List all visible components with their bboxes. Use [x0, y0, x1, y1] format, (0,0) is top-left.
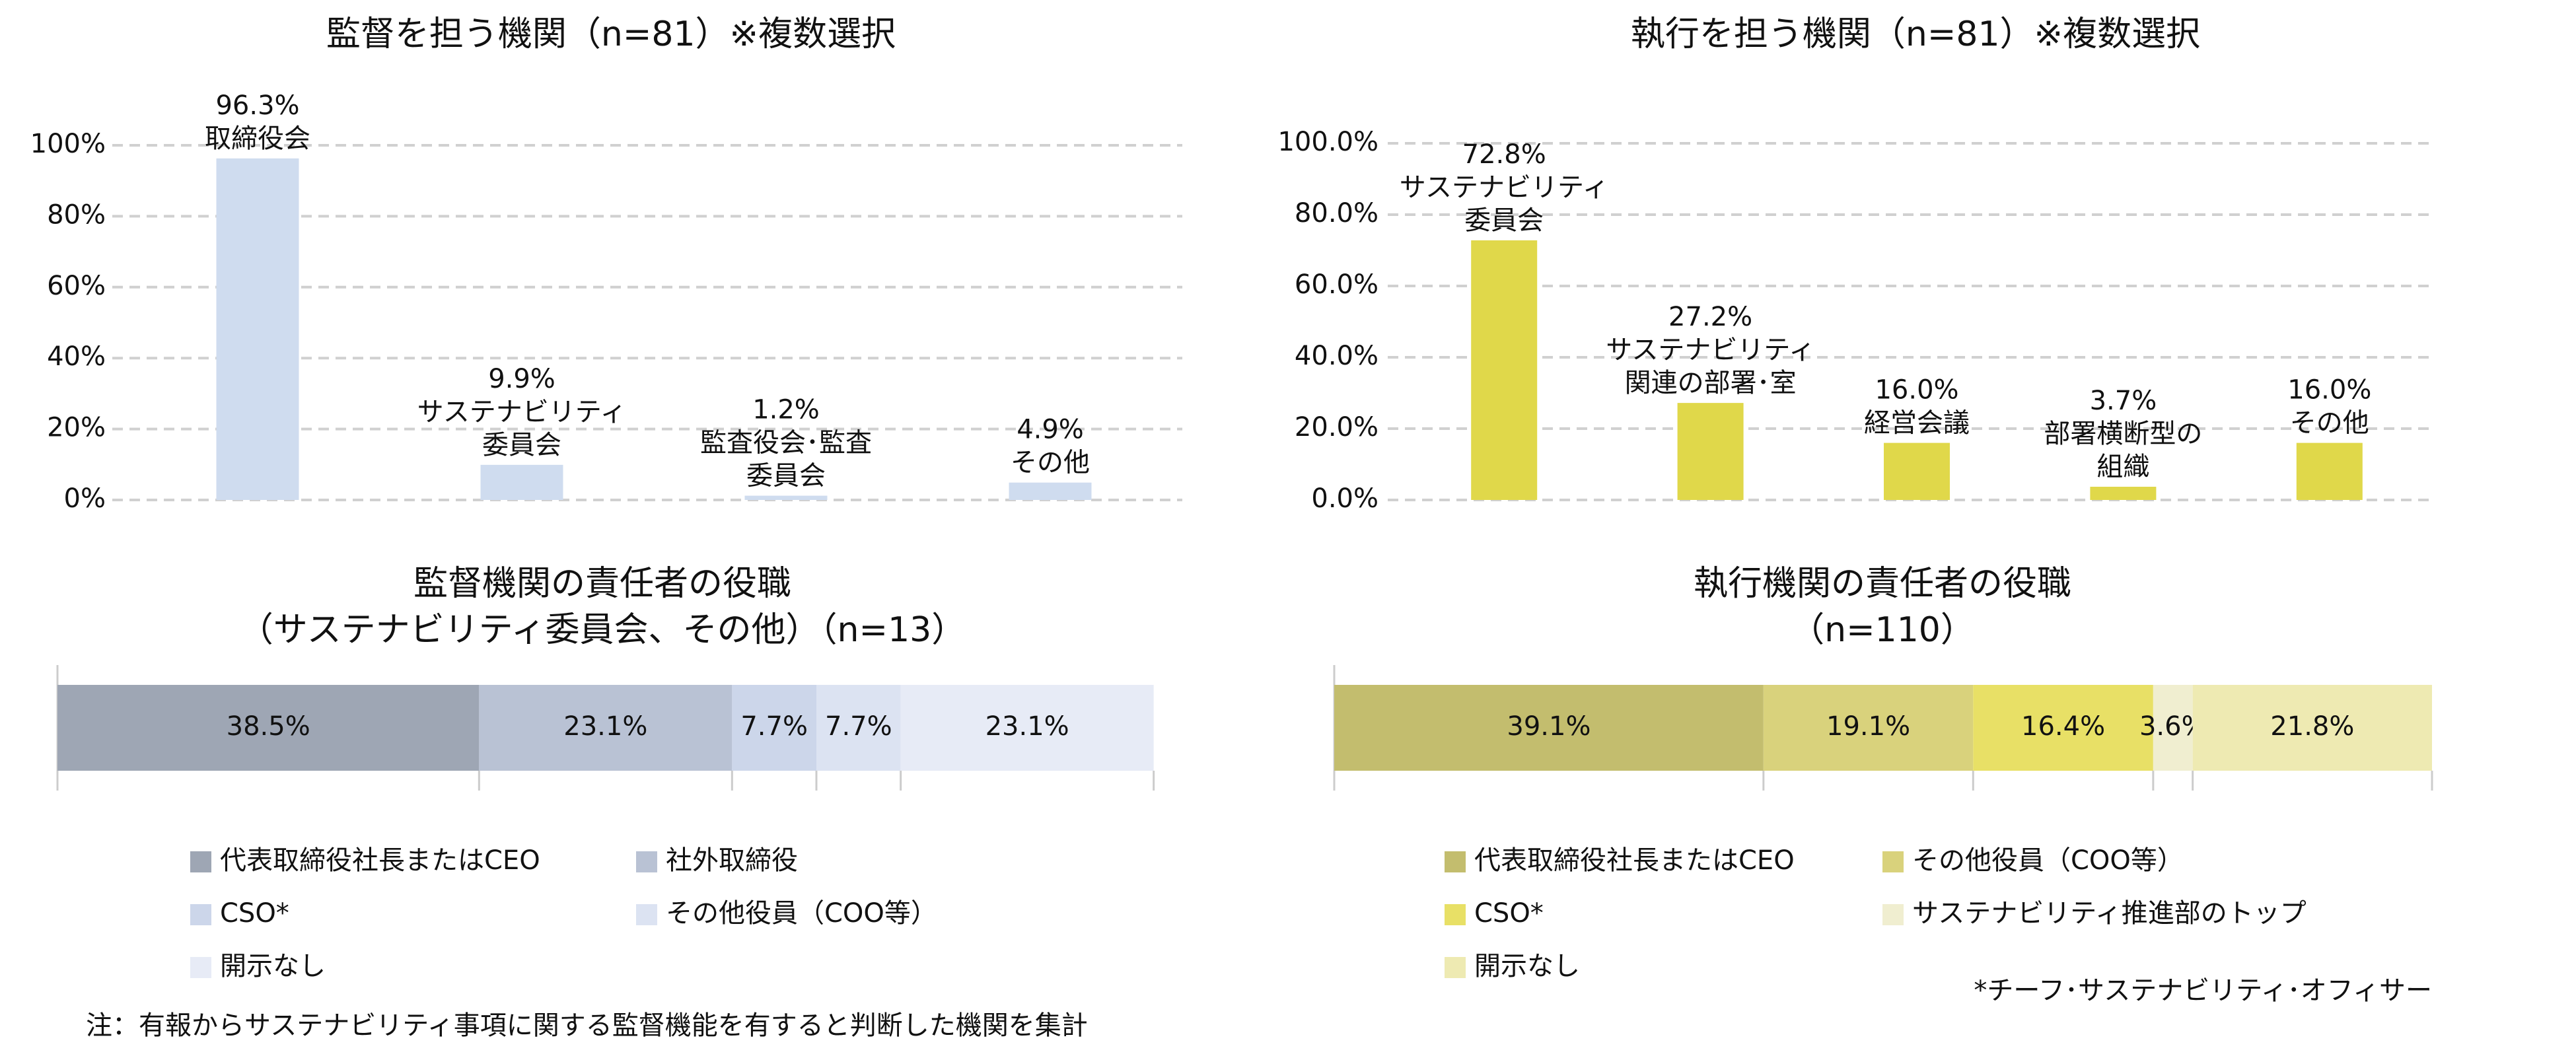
category-label: その他 — [2290, 408, 2369, 439]
legend-label: CSO* — [1474, 898, 1544, 929]
bar-segment — [900, 685, 1154, 771]
chart-title: 監督を担う機関（n=81）※複数選択 — [326, 15, 896, 54]
category-label: 取締役会 — [205, 124, 310, 154]
legend-swatch — [190, 904, 211, 925]
legend-swatch — [1882, 904, 1904, 925]
y-tick-label: 100.0% — [1277, 127, 1378, 157]
legend-swatch — [190, 851, 211, 872]
bar — [1677, 403, 1744, 500]
bar-segment — [816, 685, 901, 771]
value-label: 7.7% — [825, 711, 892, 742]
y-tick-label: 60% — [47, 271, 106, 301]
value-label: 23.1% — [985, 711, 1069, 742]
value-label: 3.7% — [2090, 386, 2157, 416]
bar-segment — [2153, 685, 2193, 771]
value-label: 9.9% — [488, 364, 555, 394]
legend-swatch — [1445, 851, 1466, 872]
footnote: *チーフ･サステナビリティ･オフィサー — [1974, 975, 2432, 1006]
bar-segment — [1763, 685, 1974, 771]
value-label: 1.2% — [752, 395, 820, 425]
category-label: サステナビリティ委員会 — [417, 397, 627, 460]
legend-swatch — [1445, 957, 1466, 978]
y-tick-label: 40.0% — [1295, 341, 1378, 371]
value-label: 23.1% — [563, 711, 647, 742]
value-label: 27.2% — [1668, 302, 1752, 332]
category-label: その他 — [1011, 448, 1090, 478]
legend-label: その他役員（COO等） — [666, 898, 937, 929]
value-label: 39.1% — [1507, 711, 1591, 742]
value-label: 96.3% — [215, 90, 299, 121]
bar — [480, 464, 563, 500]
bar-segment — [1973, 685, 2153, 771]
y-tick-label: 100% — [30, 129, 106, 159]
chart-title: 執行機関の責任者の役職（n=110） — [1694, 564, 2071, 650]
legend-swatch — [1882, 851, 1904, 872]
value-label: 72.8% — [1462, 139, 1546, 170]
chart-title: 監督機関の責任者の役職（サステナビリティ委員会、その他）（n=13） — [239, 564, 966, 650]
value-label: 19.1% — [1826, 711, 1910, 742]
category-label: 経営会議 — [1864, 408, 1970, 439]
y-tick-label: 20% — [47, 413, 106, 443]
legend-label: 開示なし — [1474, 951, 1580, 981]
legend-label: 代表取締役社長またはCEO — [220, 845, 540, 876]
legend-label: 社外取締役 — [666, 845, 798, 876]
legend-label: その他役員（COO等） — [1912, 845, 2184, 876]
value-label: 21.8% — [2270, 711, 2354, 742]
value-label: 4.9% — [1017, 415, 1084, 445]
legend-label: サステナビリティ推進部のトップ — [1912, 898, 2307, 929]
value-label: 16.0% — [2287, 375, 2371, 406]
bar-segment — [479, 685, 733, 771]
y-tick-label: 0% — [64, 483, 106, 514]
value-label: 16.0% — [1875, 375, 1958, 406]
bar-segment — [1334, 685, 1764, 771]
legend-swatch — [636, 904, 657, 925]
legend-label: CSO* — [220, 898, 289, 929]
legend-swatch — [636, 851, 657, 872]
value-label: 16.4% — [2021, 711, 2105, 742]
bar — [1471, 240, 1538, 500]
y-tick-label: 20.0% — [1295, 412, 1378, 442]
legend-swatch — [190, 957, 211, 978]
y-tick-label: 60.0% — [1295, 269, 1378, 300]
bar — [1884, 442, 1950, 500]
bar — [744, 495, 828, 500]
y-tick-label: 40% — [47, 341, 106, 372]
category-label: 部署横断型の組織 — [2044, 419, 2202, 482]
value-label: 7.7% — [740, 711, 808, 742]
bar — [2296, 442, 2363, 500]
bar — [216, 158, 299, 500]
category-label: サステナビリティ委員会 — [1400, 172, 1609, 236]
y-tick-label: 0.0% — [1311, 483, 1378, 514]
y-tick-label: 80% — [47, 199, 106, 230]
category-label: サステナビリティ関連の部署･室 — [1606, 335, 1815, 398]
bar-segment — [57, 685, 480, 771]
legend-label: 開示なし — [220, 951, 326, 981]
bar-segment — [732, 685, 816, 771]
y-tick-label: 80.0% — [1295, 198, 1378, 229]
legend-swatch — [1445, 904, 1466, 925]
bar — [2090, 487, 2157, 500]
legend-label: 代表取締役社長またはCEO — [1474, 845, 1795, 876]
bar — [1009, 482, 1092, 500]
value-label: 38.5% — [227, 711, 310, 742]
category-label: 監査役会･監査委員会 — [700, 428, 872, 491]
footnote: 注：有報からサステナビリティ事項に関する監督機能を有すると判断した機関を集計 — [86, 1010, 1088, 1041]
chart-title: 執行を担う機関（n=81）※複数選択 — [1631, 15, 2200, 54]
bar-segment — [2192, 685, 2432, 771]
